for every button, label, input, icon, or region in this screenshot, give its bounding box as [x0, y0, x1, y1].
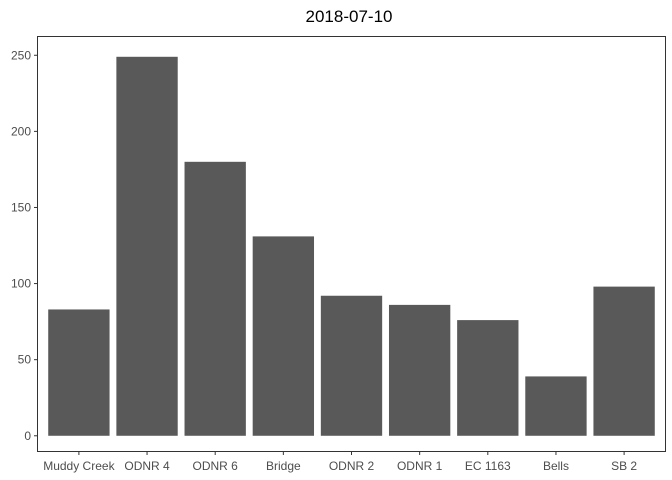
bar [525, 376, 587, 436]
y-axis: 0 50 100 150 200 250 [11, 48, 38, 443]
y-tick-label: 0 [24, 429, 31, 443]
bar [593, 286, 655, 436]
x-tick-label: ODNR 2 [329, 459, 375, 473]
bar [48, 309, 110, 436]
x-tick-label: ODNR 6 [193, 459, 239, 473]
x-tick-label: ODNR 4 [124, 459, 170, 473]
bar [457, 320, 519, 436]
bar [320, 295, 383, 436]
x-tick-label: ODNR 1 [397, 459, 443, 473]
y-tick-label: 100 [11, 277, 31, 291]
bar [252, 236, 315, 436]
x-axis: Muddy Creek ODNR 4 ODNR 6 Bridge ODNR 2 ODNR … [43, 451, 637, 473]
bar [184, 161, 246, 436]
chart-title: 2018-07-10 [306, 7, 393, 26]
bar [388, 304, 451, 436]
x-tick-label: EC 1163 [465, 459, 511, 473]
y-tick-label: 150 [11, 200, 31, 214]
x-tick-label: SB 2 [611, 459, 637, 473]
y-tick-label: 50 [18, 353, 32, 367]
y-tick-label: 200 [11, 124, 31, 138]
y-tick-label: 250 [11, 48, 31, 62]
bar [116, 56, 178, 436]
x-tick-label: Bridge [266, 459, 301, 473]
bars-group [48, 56, 655, 436]
x-tick-label: Muddy Creek [43, 459, 115, 473]
x-tick-label: Bells [543, 459, 569, 473]
